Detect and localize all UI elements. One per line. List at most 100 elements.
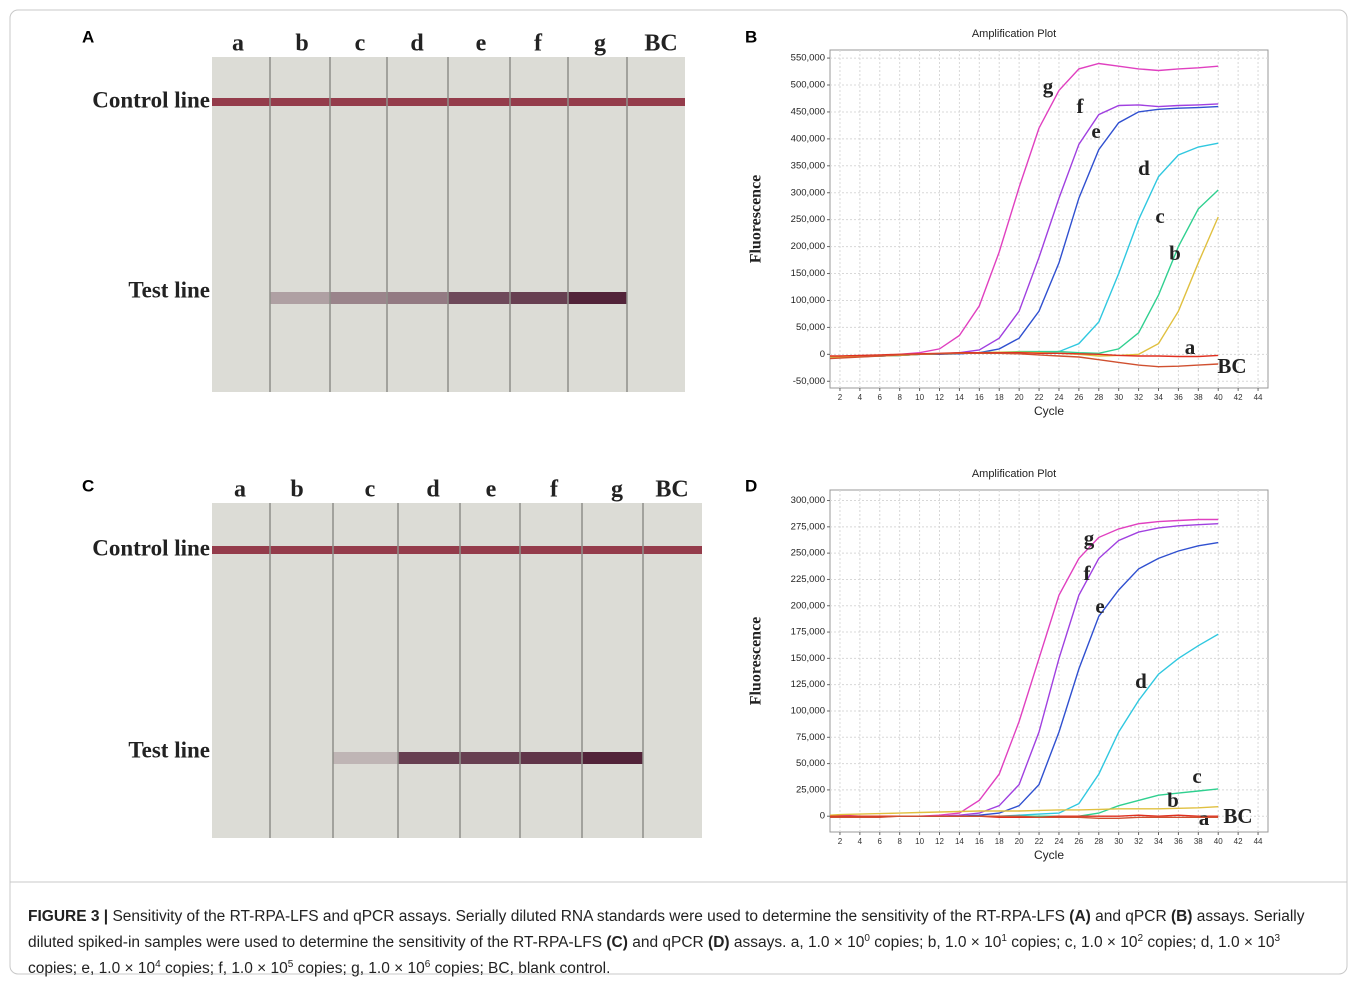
test-label: Test line bbox=[128, 277, 210, 302]
lane-label: c bbox=[355, 31, 366, 57]
exponent: 5 bbox=[287, 958, 294, 970]
strip-photo bbox=[212, 503, 702, 838]
caption-ref: (B) bbox=[1170, 908, 1193, 925]
x-tick-label: 2 bbox=[838, 837, 843, 846]
control-line bbox=[212, 546, 702, 554]
chart-title: Amplification Plot bbox=[972, 468, 1056, 480]
lane-label: c bbox=[365, 477, 376, 503]
x-tick-label: 28 bbox=[1094, 837, 1103, 846]
y-tick-label: 250,000 bbox=[791, 214, 825, 225]
caption-text: copies; g, 1.0 × 10 bbox=[293, 960, 425, 977]
x-tick-label: 8 bbox=[897, 837, 902, 846]
lane-label: e bbox=[486, 477, 497, 503]
x-tick-label: 16 bbox=[975, 837, 984, 846]
y-tick-label: 500,000 bbox=[791, 80, 825, 91]
x-tick-label: 38 bbox=[1194, 837, 1203, 846]
test-line bbox=[582, 752, 643, 764]
caption-text: and qPCR bbox=[1090, 908, 1171, 925]
y-tick-label: 50,000 bbox=[796, 322, 825, 333]
test-line bbox=[448, 292, 510, 304]
panel-letter: C bbox=[82, 476, 94, 495]
x-tick-label: 14 bbox=[955, 393, 964, 402]
curve-label: b bbox=[1167, 788, 1179, 812]
y-tick-label: 175,000 bbox=[791, 627, 825, 638]
exponent: 1 bbox=[1001, 932, 1007, 944]
test-line bbox=[270, 292, 330, 304]
y-tick-label: 50,000 bbox=[796, 758, 825, 769]
y-tick-label: 450,000 bbox=[791, 106, 825, 117]
y-tick-label: 300,000 bbox=[791, 187, 825, 198]
caption-ref: (C) bbox=[606, 934, 628, 951]
y-tick-label: 225,000 bbox=[791, 574, 825, 585]
exponent: 4 bbox=[155, 958, 161, 970]
y-tick-label: 200,000 bbox=[791, 600, 825, 611]
x-axis-label: Cycle bbox=[1034, 848, 1064, 862]
curve-label: e bbox=[1095, 594, 1104, 618]
y-tick-label: 100,000 bbox=[791, 295, 825, 306]
x-tick-label: 12 bbox=[935, 393, 944, 402]
curve-label: g bbox=[1084, 526, 1095, 550]
caption: FIGURE 3 | Sensitivity of the RT-RPA-LFS… bbox=[28, 904, 1333, 982]
panel-letter: D bbox=[745, 476, 757, 495]
panel-letter: B bbox=[745, 27, 757, 46]
lane-label: b bbox=[295, 31, 308, 57]
test-line bbox=[568, 292, 627, 304]
curve-label: b bbox=[1169, 241, 1181, 265]
x-tick-label: 18 bbox=[995, 837, 1004, 846]
curve-label: f bbox=[1077, 94, 1085, 118]
x-tick-label: 22 bbox=[1035, 837, 1044, 846]
x-axis-label: Cycle bbox=[1034, 404, 1064, 418]
y-tick-label: 275,000 bbox=[791, 521, 825, 532]
x-tick-label: 40 bbox=[1214, 837, 1223, 846]
x-tick-label: 14 bbox=[955, 837, 964, 846]
y-tick-label: 0 bbox=[820, 349, 825, 360]
x-tick-label: 36 bbox=[1174, 393, 1183, 402]
y-tick-label: 550,000 bbox=[791, 53, 825, 64]
x-tick-label: 20 bbox=[1015, 393, 1024, 402]
amplification-curve bbox=[829, 352, 1219, 368]
x-tick-label: 8 bbox=[897, 393, 902, 402]
plot-area bbox=[829, 489, 1269, 833]
curve-label: BC bbox=[1223, 804, 1252, 828]
curve-label: c bbox=[1155, 204, 1164, 228]
caption-text: assays. a, 1.0 × 10 bbox=[729, 934, 865, 951]
lane-label: b bbox=[290, 477, 303, 503]
test-line bbox=[398, 752, 460, 764]
y-tick-label: 350,000 bbox=[791, 160, 825, 171]
exponent: 2 bbox=[1137, 932, 1144, 944]
test-line bbox=[333, 752, 398, 764]
x-tick-label: 38 bbox=[1194, 393, 1203, 402]
lane-label: e bbox=[476, 31, 487, 57]
curve-label: d bbox=[1138, 156, 1150, 180]
x-tick-label: 40 bbox=[1214, 393, 1223, 402]
figure-border bbox=[9, 9, 1348, 975]
y-tick-label: 75,000 bbox=[796, 732, 825, 743]
x-tick-label: 22 bbox=[1035, 393, 1044, 402]
curve-label: e bbox=[1091, 119, 1100, 143]
y-tick-label: 200,000 bbox=[791, 241, 825, 252]
control-label: Control line bbox=[92, 87, 210, 112]
curve-label: f bbox=[1084, 561, 1092, 585]
curve-label: BC bbox=[1217, 354, 1246, 378]
lane-label: BC bbox=[644, 31, 677, 57]
y-tick-label: 25,000 bbox=[796, 784, 825, 795]
y-tick-label: 100,000 bbox=[791, 706, 825, 717]
y-tick-label: 250,000 bbox=[791, 548, 825, 559]
x-tick-label: 6 bbox=[878, 837, 883, 846]
plot-area bbox=[829, 49, 1269, 389]
x-tick-label: 4 bbox=[858, 393, 863, 402]
lane-label: f bbox=[534, 31, 543, 57]
caption-text: Sensitivity of the RT-RPA-LFS and qPCR a… bbox=[108, 908, 1070, 925]
amplification-curve bbox=[830, 352, 1219, 358]
caption-text: assays. Serially diluted spiked-in sampl… bbox=[28, 908, 1305, 951]
x-tick-label: 24 bbox=[1055, 393, 1064, 402]
caption-text: copies; BC, blank control. bbox=[430, 960, 611, 977]
amplification-curve bbox=[830, 814, 1219, 818]
exponent: 6 bbox=[424, 958, 431, 970]
x-tick-label: 34 bbox=[1154, 393, 1163, 402]
lane-label: BC bbox=[655, 477, 688, 503]
y-tick-label: 125,000 bbox=[791, 679, 825, 690]
caption-text: copies; b, 1.0 × 10 bbox=[869, 934, 1002, 951]
y-tick-label: 150,000 bbox=[791, 268, 825, 279]
